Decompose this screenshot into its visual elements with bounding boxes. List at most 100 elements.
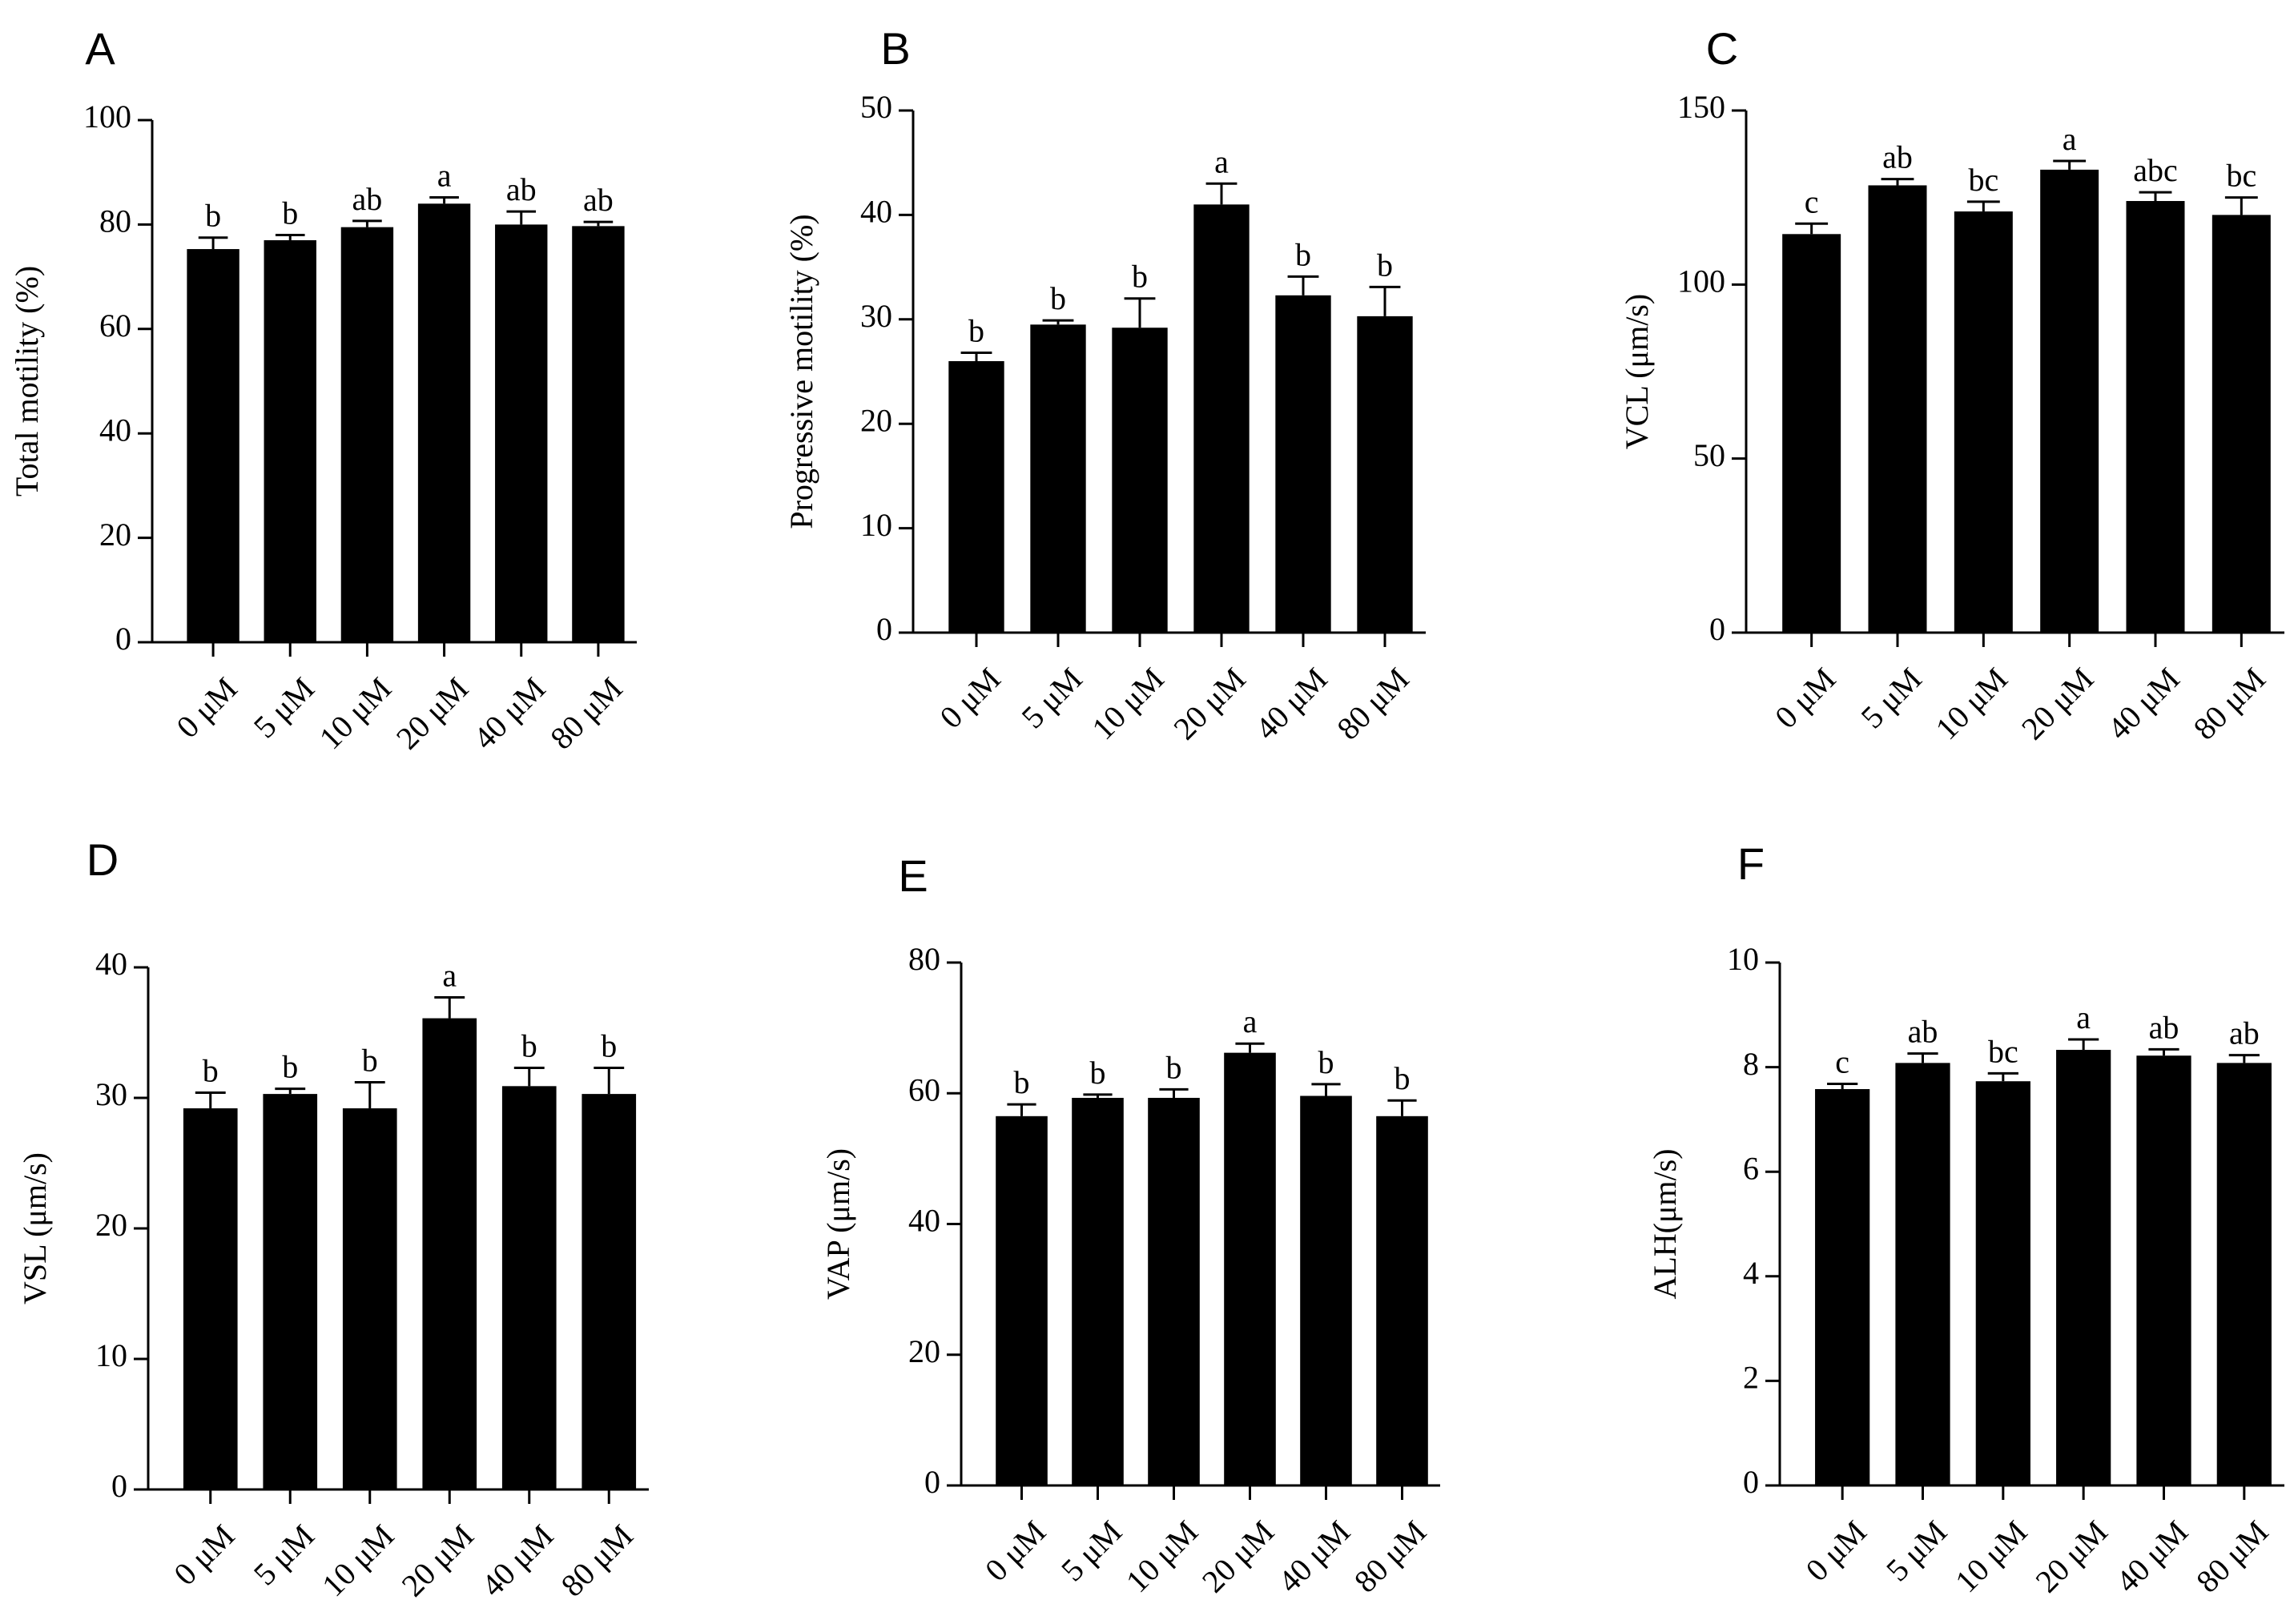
y-axis-title: VAP (μm/s) <box>820 1148 856 1300</box>
x-category-label: 20 μM <box>389 670 475 756</box>
panel-f: F 0 2 4 6 8 10 ALH(μm/s) c 0 μM ab 5 μM bc 10 μM a 20 μ… <box>1647 838 2284 1599</box>
bar-d-0 <box>183 1108 238 1489</box>
x-category-label: 80 μM <box>553 1517 639 1603</box>
panel-letter: F <box>1737 838 1765 889</box>
significance-label: b <box>1395 1060 1411 1096</box>
significance-label: bc <box>1988 1033 2018 1069</box>
bar-f-0 <box>1815 1089 1870 1485</box>
x-category-label: 0 μM <box>1768 661 1842 735</box>
y-tick-label: 20 <box>860 402 892 438</box>
y-tick-label: 2 <box>1743 1360 1759 1396</box>
x-category-label: 80 μM <box>2187 661 2272 746</box>
y-axis-title: Progressive motility (%) <box>783 214 819 529</box>
y-tick-label: 10 <box>860 507 892 543</box>
significance-label: a <box>2076 999 2091 1035</box>
x-category-label: 80 μM <box>543 670 629 756</box>
bar-d-5 <box>582 1094 637 1489</box>
x-category-label: 0 μM <box>932 661 1007 735</box>
significance-label: b <box>205 198 221 234</box>
bar-b-5 <box>1357 316 1413 633</box>
bar-b-3 <box>1193 204 1250 633</box>
bar-a-4 <box>495 224 548 642</box>
significance-label: c <box>1835 1043 1849 1079</box>
y-axis-title: ALH(μm/s) <box>1647 1148 1683 1299</box>
significance-label: a <box>437 157 452 193</box>
panel-a: A 0 20 40 60 80 100 Total motility (%) b 0 μM b 5 μ… <box>9 23 637 756</box>
significance-label: b <box>968 313 984 349</box>
y-tick-label: 150 <box>1677 89 1725 125</box>
x-category-label: 80 μM <box>2189 1513 2275 1599</box>
y-tick-label: 30 <box>860 298 892 334</box>
bar-f-4 <box>2136 1055 2191 1485</box>
x-category-label: 80 μM <box>1330 661 1415 746</box>
y-tick-label: 0 <box>111 1468 127 1504</box>
significance-label: b <box>282 1049 298 1085</box>
x-category-label: 40 μM <box>466 670 552 756</box>
bar-b-4 <box>1275 295 1331 633</box>
x-category-label: 10 μM <box>315 1517 400 1603</box>
y-tick-label: 100 <box>1677 263 1725 299</box>
significance-label: c <box>1805 183 1819 219</box>
y-tick-label: 8 <box>1743 1046 1759 1082</box>
y-tick-label: 50 <box>1693 437 1725 473</box>
y-tick-label: 60 <box>99 308 131 344</box>
bar-a-5 <box>572 226 625 643</box>
significance-label: ab <box>1882 139 1913 175</box>
panel-letter: A <box>85 23 115 74</box>
bar-a-0 <box>187 249 239 642</box>
x-category-label: 5 μM <box>1853 661 1928 735</box>
x-category-label: 20 μM <box>1195 1513 1281 1599</box>
bar-c-4 <box>2126 201 2185 633</box>
y-tick-label: 0 <box>924 1464 940 1500</box>
x-category-label: 5 μM <box>1054 1513 1129 1588</box>
y-tick-label: 30 <box>95 1076 127 1112</box>
bar-b-2 <box>1112 328 1168 633</box>
x-category-label: 80 μM <box>1347 1513 1433 1599</box>
significance-label: b <box>1090 1055 1106 1091</box>
y-tick-label: 0 <box>1709 611 1725 647</box>
bar-a-2 <box>340 227 394 642</box>
y-tick-label: 40 <box>860 194 892 230</box>
significance-label: ab <box>352 181 383 217</box>
bar-b-1 <box>1030 324 1086 633</box>
significance-label: b <box>1050 280 1066 316</box>
panel-b: B 0 10 20 30 40 50 Progressive motility (%) b 0 μ… <box>783 23 1426 746</box>
y-tick-label: 4 <box>1743 1255 1759 1291</box>
y-axis-title: VCL (μm/s) <box>1619 294 1655 449</box>
x-category-label: 40 μM <box>2100 661 2186 746</box>
x-category-label: 20 μM <box>1166 661 1252 746</box>
x-category-label: 5 μM <box>247 1517 321 1592</box>
panel-c: C 0 50 100 150 VCL (μm/s) c 0 μM ab 5 μM bc 10 μM a 2… <box>1619 23 2284 746</box>
bar-e-5 <box>1376 1115 1428 1485</box>
x-category-label: 10 μM <box>1119 1513 1205 1599</box>
x-category-label: 5 μM <box>1879 1513 1954 1588</box>
significance-label: b <box>282 195 298 231</box>
y-tick-label: 20 <box>99 517 131 553</box>
x-category-label: 10 μM <box>1948 1513 2034 1599</box>
y-tick-label: 40 <box>908 1203 940 1239</box>
x-category-label: 5 μM <box>1014 661 1089 735</box>
y-axis-title: Total motility (%) <box>9 266 45 496</box>
x-category-label: 40 μM <box>1271 1513 1357 1599</box>
x-category-label: 20 μM <box>394 1517 480 1603</box>
bar-d-2 <box>342 1108 397 1489</box>
bar-c-1 <box>1868 185 1927 633</box>
y-tick-label: 10 <box>1727 941 1759 977</box>
significance-label: b <box>1014 1064 1030 1100</box>
significance-label: bc <box>1968 162 1998 198</box>
significance-label: a <box>2063 121 2077 157</box>
bar-c-0 <box>1782 234 1841 633</box>
y-axis-title: VSL (μm/s) <box>17 1152 53 1304</box>
x-category-label: 40 μM <box>2109 1513 2195 1599</box>
x-category-label: 40 μM <box>1248 661 1334 746</box>
x-category-label: 0 μM <box>167 1517 241 1592</box>
bar-f-3 <box>2056 1050 2111 1485</box>
significance-label: b <box>203 1052 219 1088</box>
x-category-label: 10 μM <box>1085 661 1170 746</box>
significance-label: b <box>601 1028 617 1064</box>
y-tick-label: 0 <box>876 611 892 647</box>
y-tick-label: 80 <box>99 203 131 239</box>
bar-b-0 <box>948 360 1004 633</box>
significance-label: ab <box>583 182 614 218</box>
